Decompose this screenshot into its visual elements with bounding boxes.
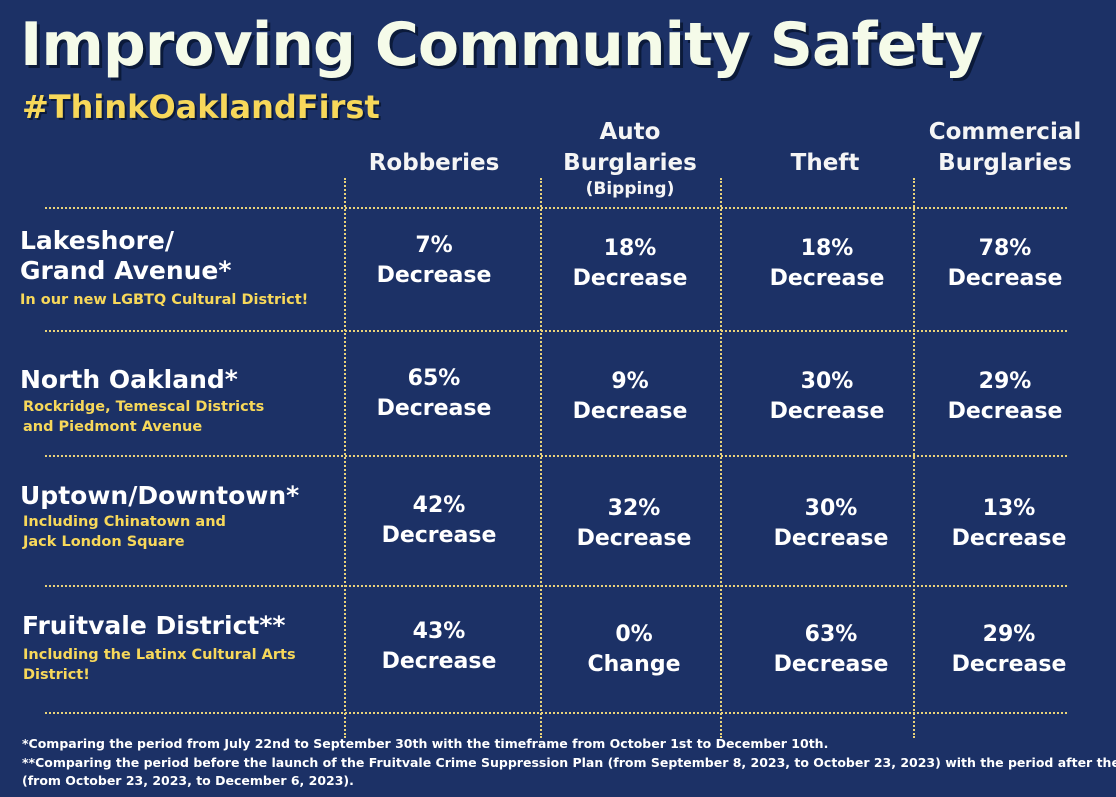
cell-label: Decrease [572, 399, 688, 424]
table-cell: 13% Decrease [919, 494, 1099, 554]
table-cell: 43% Decrease [349, 617, 529, 677]
cell-label: Decrease [769, 266, 885, 291]
cell-value: 30% [800, 369, 854, 394]
row-title-fruitvale: Fruitvale District** [22, 611, 286, 640]
column-header-commercial-burglaries: Commercial Burglaries [928, 119, 1082, 176]
cell-label: Decrease [947, 266, 1063, 291]
cell-label: Decrease [381, 523, 497, 548]
row-title-north-oakland: North Oakland* [20, 365, 238, 394]
cell-value: 9% [611, 369, 649, 394]
row-title-uptown-downtown: Uptown/Downtown* [20, 481, 300, 510]
cell-value: 63% [804, 622, 858, 647]
cell-value: 30% [804, 496, 858, 521]
table-cell: 29% Decrease [919, 620, 1099, 680]
row-divider [45, 207, 1067, 209]
row-divider [45, 585, 1067, 587]
cell-label: Decrease [572, 266, 688, 291]
column-divider [344, 178, 346, 738]
cell-value: 65% [407, 366, 461, 391]
column-divider [540, 178, 542, 738]
column-header-robberies: Robberies [368, 150, 500, 176]
table-cell: 0% Change [544, 620, 724, 680]
cell-label: Decrease [376, 263, 492, 288]
table-cell: 42% Decrease [349, 491, 529, 551]
row-divider [45, 712, 1067, 714]
table-cell: 65% Decrease [344, 364, 524, 424]
cell-value: 18% [603, 236, 657, 261]
footnote-1: *Comparing the period from July 22nd to … [22, 736, 829, 751]
cell-value: 42% [412, 493, 466, 518]
column-header-auto-burglaries-sub: (Bipping) [585, 179, 675, 199]
table-cell: 29% Decrease [915, 367, 1095, 427]
cell-value: 7% [415, 233, 453, 258]
cell-value: 0% [615, 622, 653, 647]
cell-label: Decrease [773, 652, 889, 677]
cell-value: 78% [978, 236, 1032, 261]
cell-value: 29% [982, 622, 1036, 647]
cell-label: Change [587, 652, 681, 677]
footnote-3: (from October 23, 2023, to December 6, 2… [22, 773, 354, 788]
column-header-auto-burglaries: Auto Burglaries (Bipping) [545, 117, 715, 199]
table-cell: 9% Decrease [540, 367, 720, 427]
cell-label: Decrease [947, 399, 1063, 424]
cell-value: 18% [800, 236, 854, 261]
row-title-lakeshore: Lakeshore/ Grand Avenue* [20, 226, 232, 285]
cell-value: 29% [978, 369, 1032, 394]
row-subtitle-north-oakland: Rockridge, Temescal Districts and Piedmo… [23, 399, 265, 435]
cell-label: Decrease [951, 652, 1067, 677]
cell-label: Decrease [381, 649, 497, 674]
table-cell: 78% Decrease [915, 234, 1095, 294]
cell-value: 13% [982, 496, 1036, 521]
cell-label: Decrease [376, 396, 492, 421]
cell-label: Decrease [773, 526, 889, 551]
hashtag: #ThinkOaklandFirst [22, 88, 380, 126]
cell-value: 32% [607, 496, 661, 521]
table-cell: 30% Decrease [741, 494, 921, 554]
page-title: Improving Community Safety [20, 10, 983, 80]
row-subtitle-lakeshore: In our new LGBTQ Cultural District! [20, 292, 309, 308]
table-cell: 18% Decrease [737, 234, 917, 294]
row-divider [45, 455, 1067, 457]
row-subtitle-uptown-downtown: Including Chinatown and Jack London Squa… [23, 514, 226, 550]
cell-value: 43% [412, 619, 466, 644]
footnote-2: **Comparing the period before the launch… [22, 755, 1116, 770]
column-header-theft: Theft [790, 150, 860, 176]
cell-label: Decrease [951, 526, 1067, 551]
table-cell: 18% Decrease [540, 234, 720, 294]
table-cell: 7% Decrease [344, 231, 524, 291]
table-cell: 32% Decrease [544, 494, 724, 554]
row-divider [45, 330, 1067, 332]
column-divider [720, 178, 722, 738]
table-cell: 63% Decrease [741, 620, 921, 680]
cell-label: Decrease [576, 526, 692, 551]
column-divider [913, 178, 915, 738]
table-cell: 30% Decrease [737, 367, 917, 427]
row-subtitle-fruitvale: Including the Latinx Cultural Arts Distr… [23, 647, 296, 683]
cell-label: Decrease [769, 399, 885, 424]
